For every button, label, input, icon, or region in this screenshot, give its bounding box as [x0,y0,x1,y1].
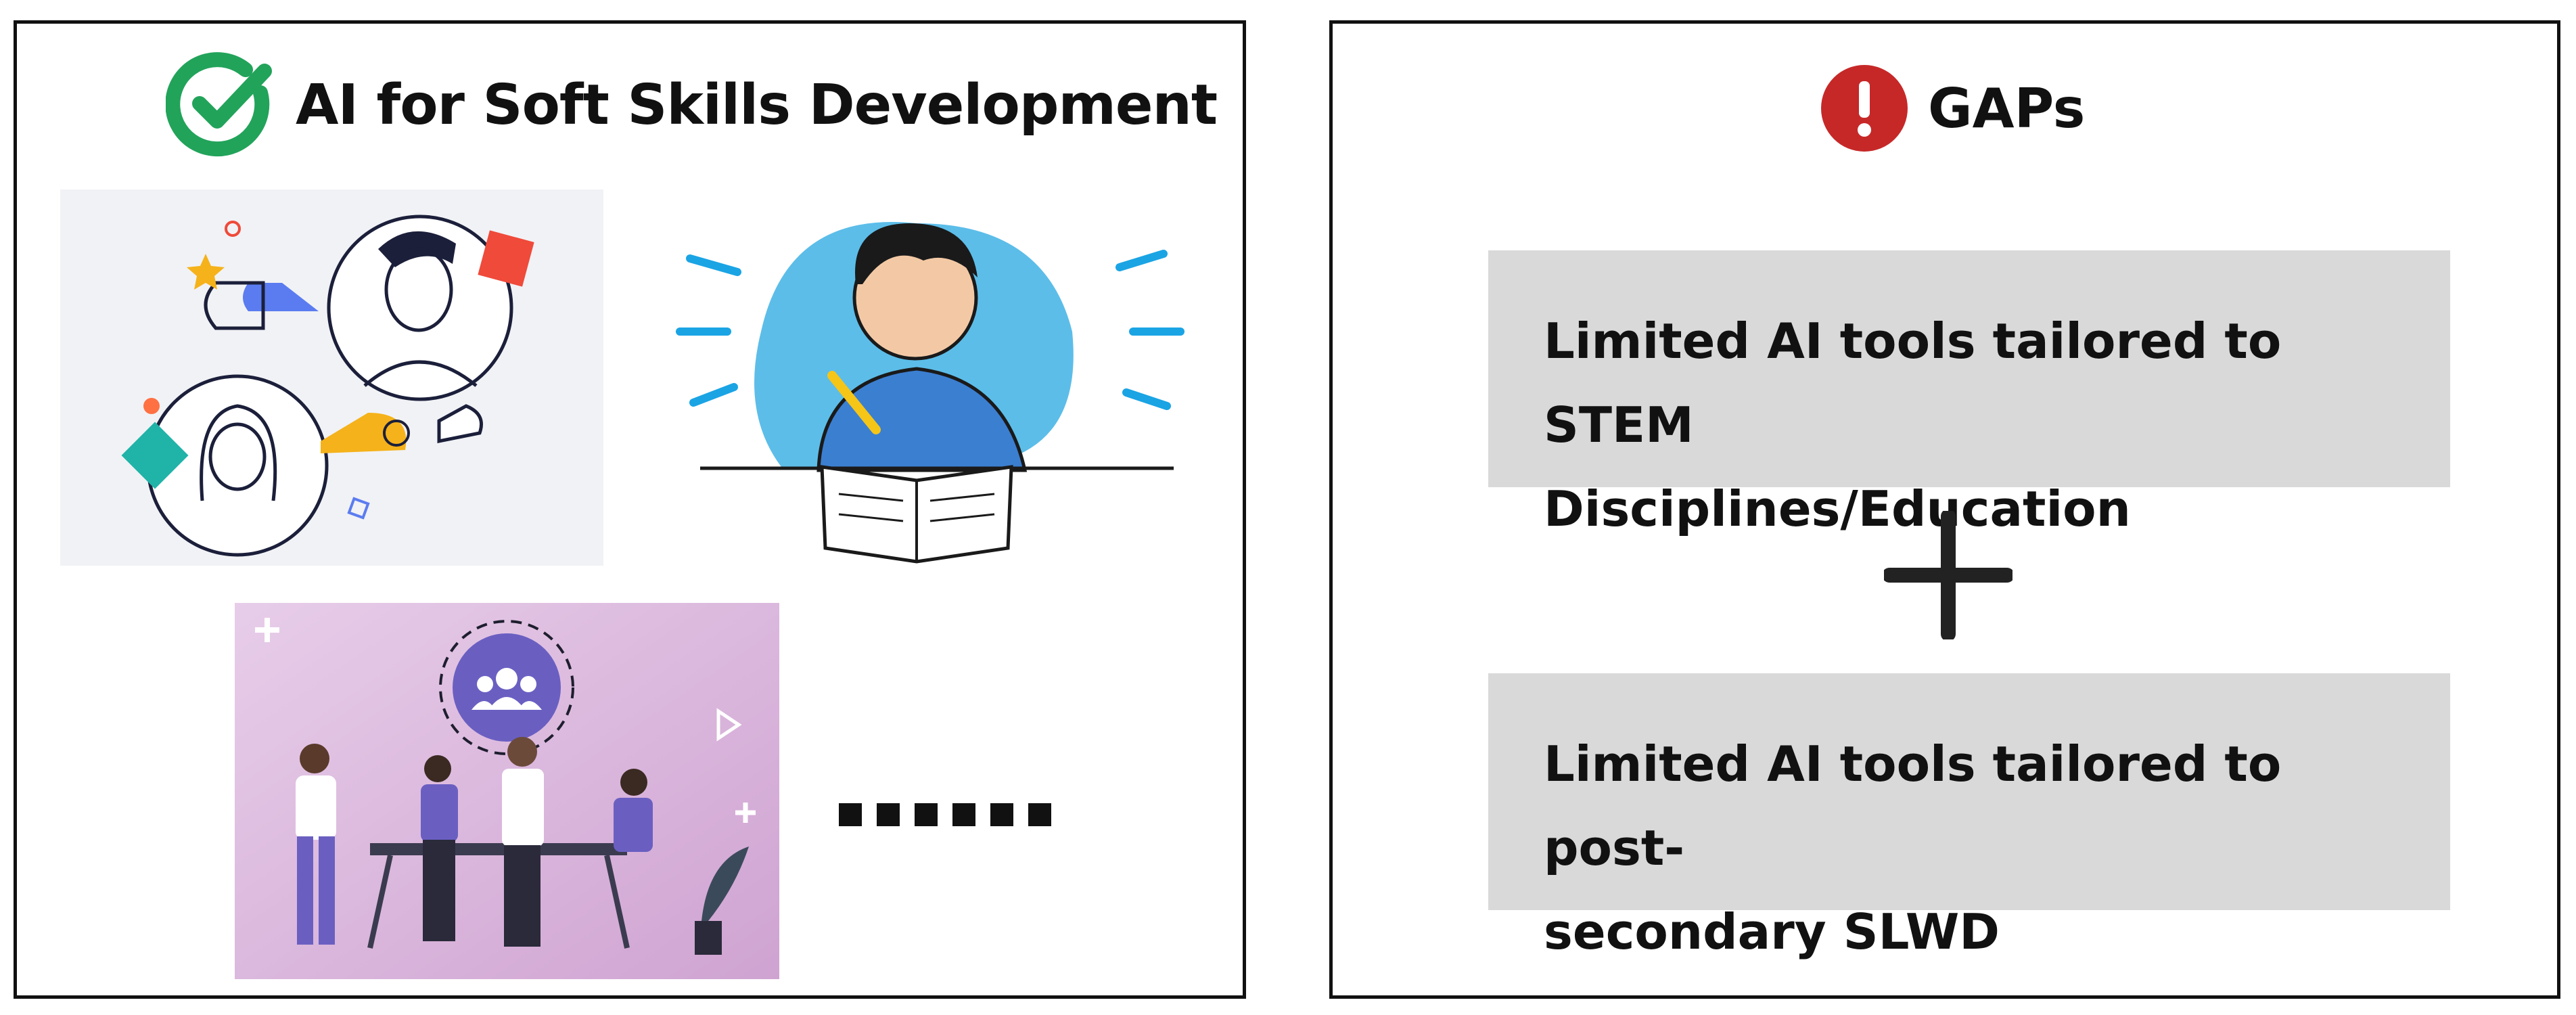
gaps-header: GAPs [1820,58,2085,159]
chat-illustration [60,189,603,566]
soft-skills-title: AI for Soft Skills Development [296,72,1218,137]
gaps-title: GAPs [1928,76,2086,140]
soft-skills-header: AI for Soft Skills Development [166,51,1218,159]
plus-icon [1884,511,2013,639]
gap-text-line: secondary SLWD [1544,903,2000,960]
ellipsis-indicator [839,803,1051,826]
gap-box-slwd: Limited AI tools tailored to post- secon… [1488,673,2450,960]
gaps-panel: GAPs Limited AI tools tailored to STEM D… [1329,20,2560,999]
student-writing-illustration [676,222,1184,564]
soft-skills-panel: AI for Soft Skills Development [14,20,1246,999]
gap-text-line: Limited AI tools tailored to STEM [1544,313,2282,453]
exclamation-circle-icon [1821,65,1908,152]
check-circle-icon [166,52,272,157]
team-meeting-illustration [235,603,779,979]
gap-box-stem: Limited AI tools tailored to STEM Discip… [1488,250,2450,537]
gap-text-line: Limited AI tools tailored to post- [1544,736,2282,876]
gap-text-line: Disciplines/Education [1544,480,2131,537]
